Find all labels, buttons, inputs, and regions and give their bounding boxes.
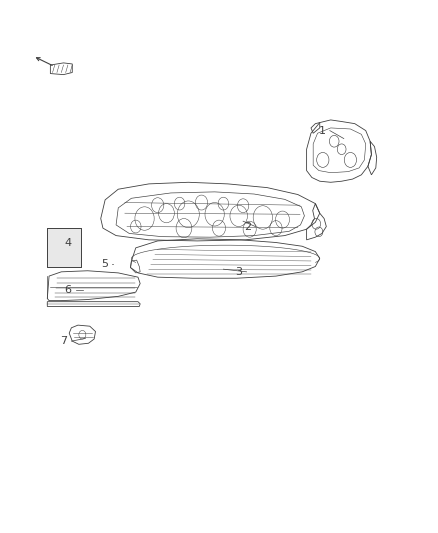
Bar [47, 228, 81, 266]
Text: 4: 4 [64, 238, 71, 247]
Bar [47, 228, 81, 266]
Text: 5: 5 [102, 259, 109, 269]
Text: 1: 1 [318, 126, 325, 135]
Text: 6: 6 [64, 286, 71, 295]
Text: 7: 7 [60, 336, 67, 346]
Text: 3: 3 [235, 267, 242, 277]
Text: 2: 2 [244, 222, 251, 231]
